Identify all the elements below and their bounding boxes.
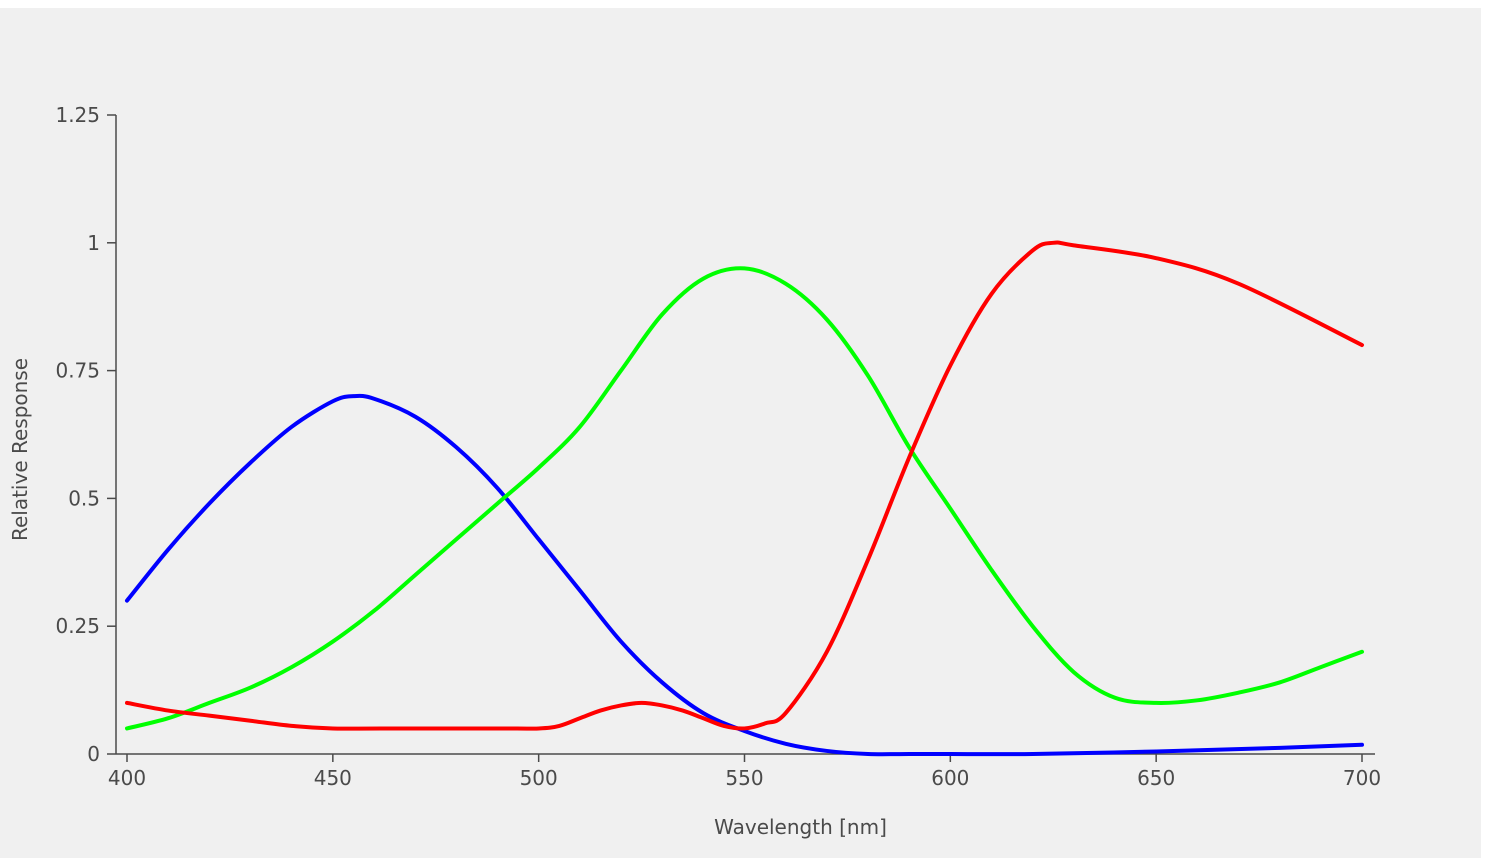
- x-tick-label: 600: [931, 766, 969, 790]
- x-tick-label: 550: [725, 766, 763, 790]
- y-tick-label: 0: [87, 742, 100, 766]
- axes: [115, 115, 1375, 755]
- y-tick-label: 0.5: [68, 486, 100, 510]
- y-ticks: 0 0.25 0.5 0.75 1 1.25: [55, 103, 116, 766]
- series-line-2: [125, 266, 1364, 731]
- y-tick-label: 0.25: [55, 614, 100, 638]
- y-tick-label: 1.25: [55, 103, 100, 127]
- chart-background: 0 0.25 0.5 0.75 1 1.25 400 450 500 550 600 650 700 …: [0, 8, 1481, 858]
- series-line-3: [125, 240, 1364, 731]
- x-tick-label: 400: [108, 766, 146, 790]
- x-ticks: 400 450 500 550 600 650 700: [108, 754, 1381, 790]
- y-tick-label: 0.75: [55, 359, 100, 383]
- x-tick-label: 500: [520, 766, 558, 790]
- y-axis-title: Relative Response: [8, 358, 32, 541]
- y-tick-label: 1: [87, 231, 100, 255]
- series-layer: [125, 240, 1364, 757]
- series-line-1: [125, 393, 1364, 757]
- x-tick-label: 700: [1343, 766, 1381, 790]
- x-tick-label: 650: [1137, 766, 1175, 790]
- x-tick-label: 450: [314, 766, 352, 790]
- x-axis-title: Wavelength [nm]: [714, 815, 887, 839]
